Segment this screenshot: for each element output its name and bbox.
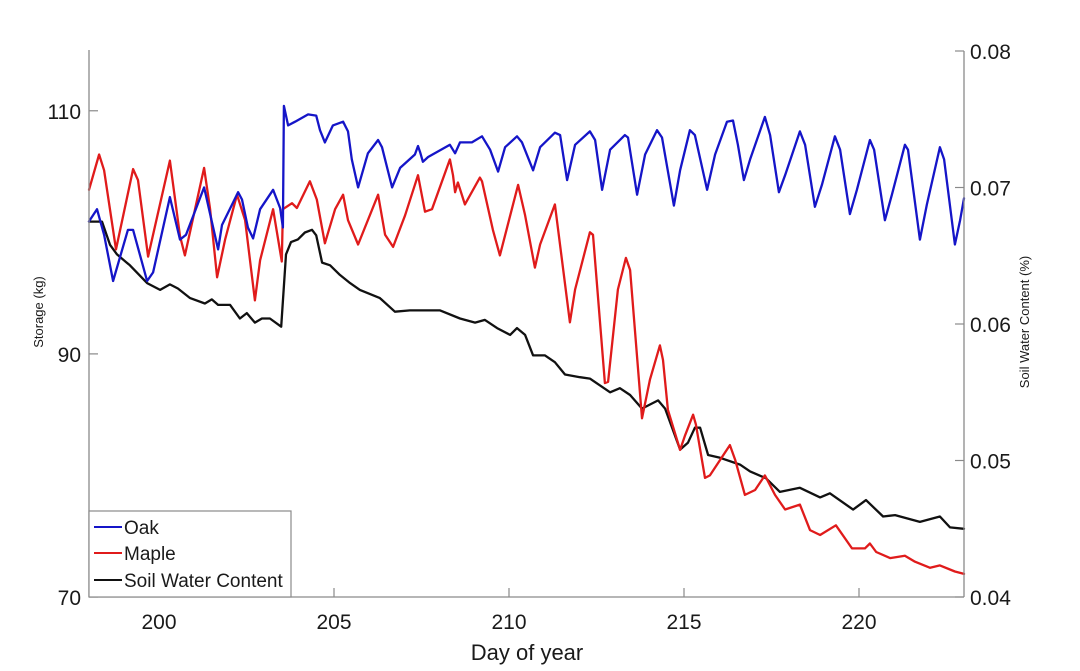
y2-tick-label: 0.07 (970, 178, 1011, 201)
x-tick-label: 200 (141, 611, 176, 634)
legend-item-oak: Oak (94, 518, 159, 539)
series-line-maple (87, 153, 966, 576)
plot-lines (87, 104, 966, 576)
axes: 200 205 210 215 220 70 90 110 0.04 0.05 0.06 0.07… (48, 41, 1012, 634)
series-line-oak (87, 104, 966, 283)
x-axis-title: Day of year (471, 640, 584, 665)
x-ticks: 200 205 210 215 220 (141, 588, 877, 634)
x-tick-label: 220 (841, 611, 876, 634)
x-tick-label: 215 (666, 611, 701, 634)
right-y-ticks: 0.04 0.05 0.06 0.07 0.08 (955, 41, 1011, 610)
legend-label-oak: Oak (124, 518, 159, 539)
y2-tick-label: 0.05 (970, 451, 1011, 474)
x-tick-label: 210 (491, 611, 526, 634)
legend-item-maple: Maple (94, 544, 176, 565)
legend-label-maple: Maple (124, 544, 176, 565)
y-tick-label: 110 (48, 101, 81, 124)
y2-tick-label: 0.08 (970, 41, 1011, 64)
left-y-ticks: 70 90 110 (48, 101, 98, 610)
series-line-soil-water-content (87, 220, 966, 530)
y-tick-label: 90 (58, 344, 81, 367)
y-tick-label: 70 (58, 587, 81, 610)
legend-label-soil-water-content: Soil Water Content (124, 571, 283, 592)
y2-tick-label: 0.04 (970, 587, 1011, 610)
x-tick-label: 205 (316, 611, 351, 634)
left-y-axis-title: Storage (kg) (31, 276, 46, 348)
right-y-axis-title: Soil Water Content (%) (1017, 256, 1032, 388)
y2-tick-label: 0.06 (970, 314, 1011, 337)
legend: Oak Maple Soil Water Content (88, 510, 292, 598)
legend-item-soil-water-content: Soil Water Content (94, 571, 283, 592)
legend-box (88, 510, 292, 598)
